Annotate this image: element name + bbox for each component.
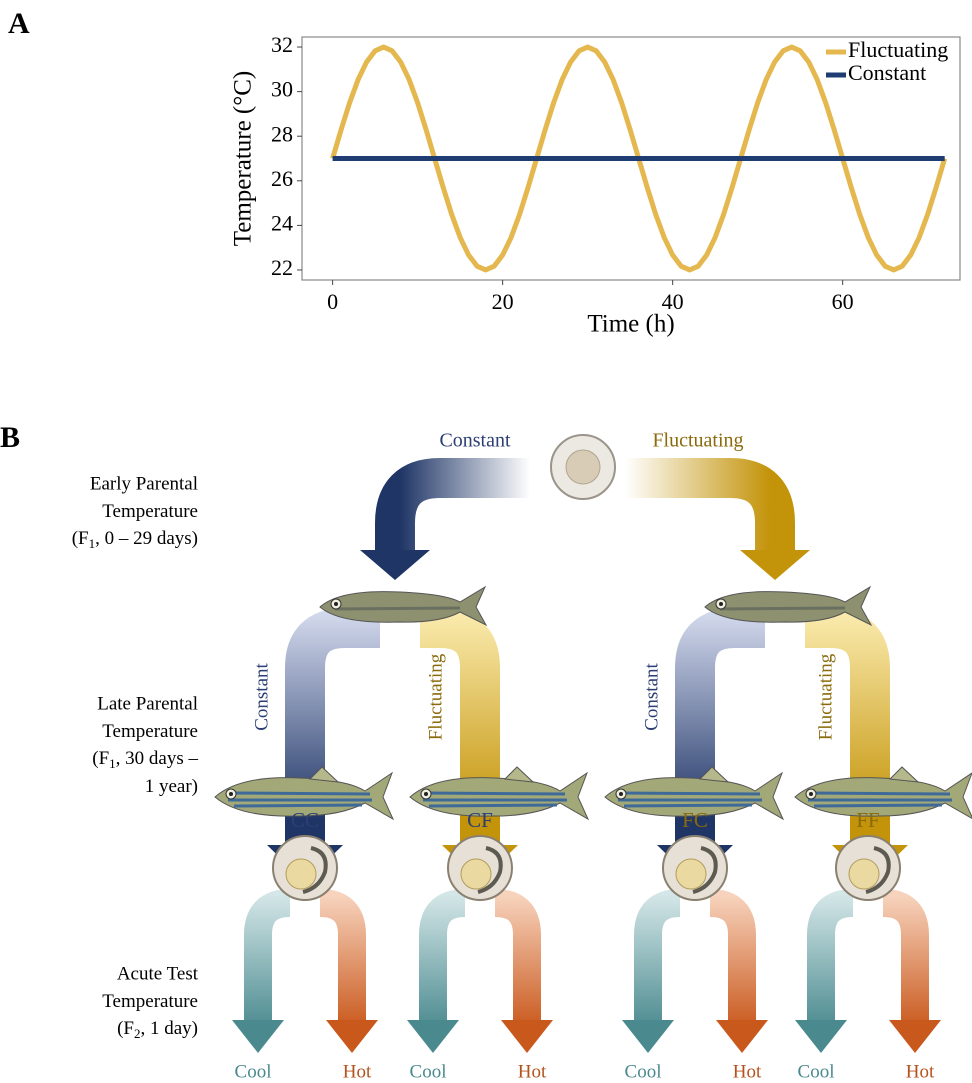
arrow-hot-head — [716, 1020, 768, 1053]
panel-label: A — [8, 7, 30, 40]
egg-yolk — [566, 450, 600, 484]
arrow-cool-head — [232, 1020, 284, 1053]
arrow-constant-head — [360, 550, 430, 580]
arrow-cool — [258, 903, 290, 1020]
x-axis-label: Time (h) — [587, 311, 674, 338]
y-tick-label: 30 — [271, 77, 293, 102]
arrow-fluctuating-head — [740, 550, 810, 580]
figure: A2224262830320204060Time (h)Temperature … — [0, 0, 972, 1083]
arrow-hot-head — [501, 1020, 553, 1053]
y-tick-label: 32 — [271, 32, 293, 57]
arrow-label: Constant — [251, 663, 272, 731]
embryo-yolk — [286, 859, 316, 889]
x-tick-label: 60 — [832, 289, 854, 314]
test-label: Hot — [518, 1061, 547, 1082]
y-tick-label: 24 — [271, 210, 293, 235]
arrow-cool — [648, 903, 680, 1020]
arrow-hot — [495, 903, 527, 1020]
test-label: Hot — [343, 1061, 372, 1082]
row-label-part: , 30 days – — [116, 748, 199, 769]
row-label-part: , 1 day) — [140, 1018, 198, 1039]
x-tick-label: 20 — [492, 289, 514, 314]
arrow-hot — [710, 903, 742, 1020]
test-label: Cool — [235, 1061, 272, 1082]
arrow-hot — [320, 903, 352, 1020]
arrow-hot-head — [326, 1020, 378, 1053]
test-label: Cool — [410, 1061, 447, 1082]
y-tick-label: 28 — [271, 121, 293, 146]
row-label: Temperature — [102, 501, 198, 522]
arrow-label: Fluctuating — [652, 430, 743, 452]
arrow-label: Fluctuating — [425, 653, 446, 740]
y-tick-label: 26 — [271, 166, 293, 191]
row-label: (F2, 1 day) — [117, 1018, 198, 1041]
row-label: 1 year) — [145, 776, 198, 797]
row-label-part: (F — [72, 528, 89, 549]
arrow-cool-head — [622, 1020, 674, 1053]
arrow-fluctuating — [625, 478, 775, 550]
group-label: FC — [682, 808, 708, 832]
arrow-cool-head — [407, 1020, 459, 1053]
row-label: Early Parental — [90, 473, 198, 494]
arrow-label: Fluctuating — [815, 653, 836, 740]
legend-label: Constant — [848, 60, 926, 85]
embryo-yolk — [849, 859, 879, 889]
test-label: Cool — [625, 1061, 662, 1082]
embryo-yolk — [461, 859, 491, 889]
arrow-hot — [883, 903, 915, 1020]
arrow-hot-head — [889, 1020, 941, 1053]
y-tick-label: 22 — [271, 255, 293, 280]
row-label-part: (F — [92, 748, 109, 769]
group-label: CF — [467, 808, 493, 832]
row-label: Acute Test — [117, 963, 199, 984]
x-tick-label: 0 — [327, 289, 338, 314]
group-label: CC — [291, 808, 319, 832]
y-axis-label: Temperature (°C) — [230, 71, 257, 247]
arrow-constant — [395, 478, 540, 550]
test-label: Hot — [906, 1061, 935, 1082]
row-label-part: (F — [117, 1018, 134, 1039]
row-label: Temperature — [102, 721, 198, 742]
test-label: Cool — [798, 1061, 835, 1082]
arrow-cool — [433, 903, 465, 1020]
embryo-yolk — [676, 859, 706, 889]
row-label: (F1, 30 days – — [92, 748, 198, 771]
test-label: Hot — [733, 1061, 762, 1082]
group-label: FF — [856, 808, 879, 832]
row-label: Temperature — [102, 991, 198, 1012]
row-label: (F1, 0 – 29 days) — [72, 528, 198, 551]
row-label-part: , 0 – 29 days) — [95, 528, 198, 549]
arrow-label: Constant — [439, 430, 511, 452]
legend-label: Fluctuating — [848, 37, 948, 62]
arrow-label: Constant — [641, 663, 662, 731]
row-label: Late Parental — [97, 693, 198, 714]
arrow-cool — [821, 903, 853, 1020]
arrow-cool-head — [795, 1020, 847, 1053]
panel-label: B — [0, 421, 20, 454]
